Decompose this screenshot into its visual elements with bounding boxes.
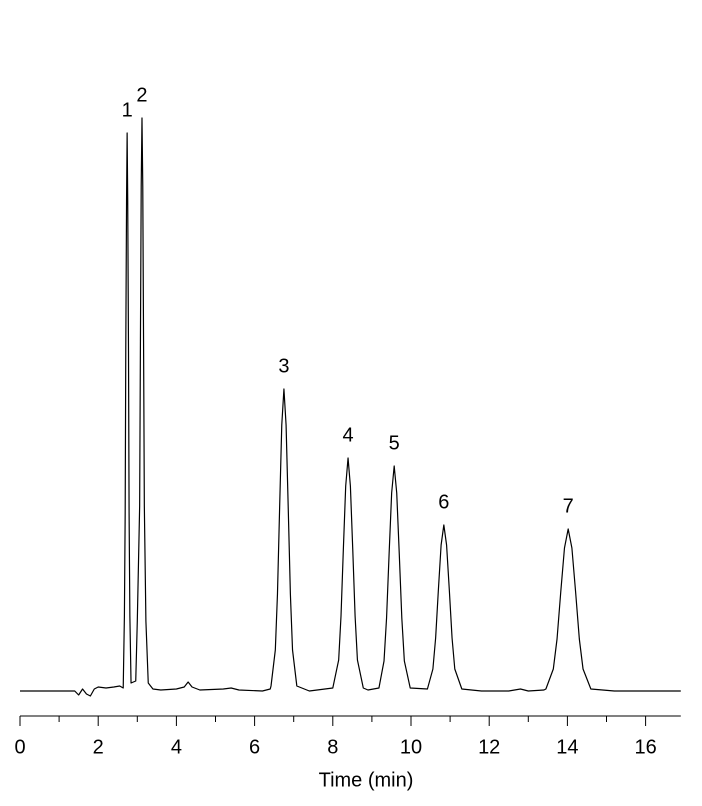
peak-label: 1 [122,99,133,121]
peak-label: 4 [342,424,353,446]
trace-line [20,117,681,697]
x-tick-label: 6 [249,736,260,758]
x-tick-label: 4 [171,736,182,758]
x-tick-label: 8 [327,736,338,758]
peak-label: 6 [438,491,449,513]
x-tick-label: 0 [14,736,25,758]
x-tick-label: 12 [478,736,500,758]
x-tick-label: 2 [93,736,104,758]
peak-label: 3 [278,355,289,377]
x-tick-label: 16 [634,736,656,758]
x-tick-label: 14 [556,736,578,758]
peak-label: 7 [563,495,574,517]
peak-label: 2 [136,84,147,106]
x-axis-label: Time (min) [319,769,414,791]
peak-label: 5 [389,432,400,454]
x-tick-label: 10 [400,736,422,758]
